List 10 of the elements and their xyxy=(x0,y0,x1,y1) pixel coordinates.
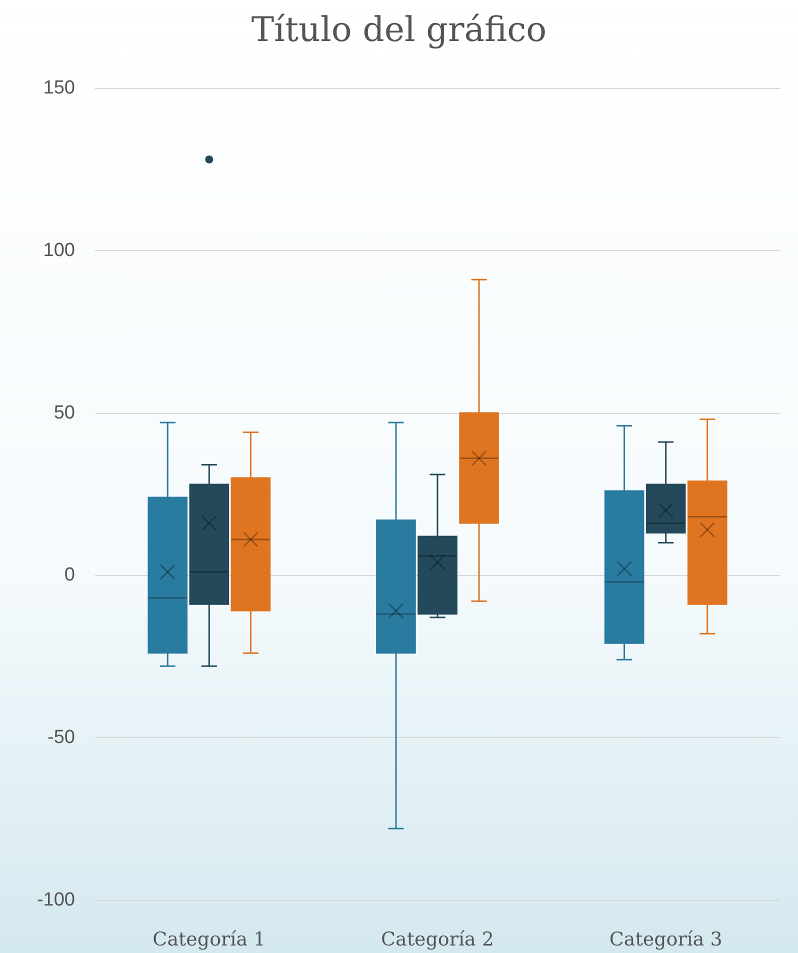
x-tick-label: Categoría 2 xyxy=(381,928,494,950)
x-tick-label: Categoría 1 xyxy=(152,928,266,950)
x-tick-label: Categoría 3 xyxy=(609,928,722,950)
y-tick-label: -50 xyxy=(48,727,75,748)
y-tick-label: 0 xyxy=(64,564,75,586)
y-tick-label: 150 xyxy=(43,78,75,98)
y-tick-label: -100 xyxy=(36,890,75,910)
chart-title: Título del gráfico xyxy=(251,10,547,50)
y-tick-label: 50 xyxy=(54,402,75,424)
y-tick-label: 100 xyxy=(43,240,75,261)
